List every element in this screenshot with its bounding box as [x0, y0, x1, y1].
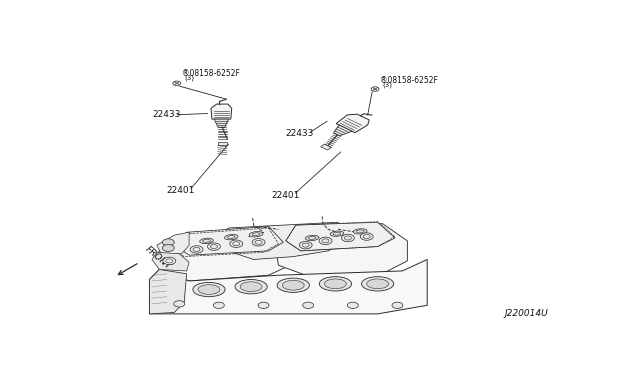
Polygon shape	[150, 269, 187, 314]
Polygon shape	[150, 260, 428, 314]
Circle shape	[163, 257, 176, 264]
Circle shape	[173, 301, 185, 307]
Ellipse shape	[330, 231, 344, 236]
Text: J220014U: J220014U	[505, 309, 548, 318]
Circle shape	[190, 246, 203, 253]
Ellipse shape	[249, 231, 263, 237]
Circle shape	[258, 302, 269, 308]
Text: 22433: 22433	[152, 110, 180, 119]
Ellipse shape	[225, 234, 238, 240]
Polygon shape	[214, 119, 228, 127]
Ellipse shape	[277, 278, 309, 292]
Ellipse shape	[198, 285, 220, 294]
Circle shape	[213, 302, 225, 308]
Ellipse shape	[367, 279, 388, 289]
Ellipse shape	[319, 277, 351, 291]
Circle shape	[360, 233, 373, 240]
Ellipse shape	[353, 229, 367, 234]
Polygon shape	[214, 222, 353, 260]
Circle shape	[163, 239, 174, 246]
Polygon shape	[157, 228, 293, 281]
Text: ®08158-6252F: ®08158-6252F	[182, 69, 239, 78]
Text: 22401: 22401	[167, 186, 195, 195]
Ellipse shape	[305, 235, 319, 241]
Text: FRONT: FRONT	[143, 245, 172, 271]
Ellipse shape	[282, 280, 304, 290]
Text: ®08158-6252F: ®08158-6252F	[380, 76, 438, 85]
Polygon shape	[321, 144, 332, 150]
Ellipse shape	[362, 277, 394, 291]
Text: (3): (3)	[383, 82, 392, 88]
Polygon shape	[286, 222, 395, 251]
Circle shape	[207, 243, 220, 250]
Ellipse shape	[240, 282, 262, 292]
Ellipse shape	[324, 279, 346, 289]
Circle shape	[300, 241, 312, 249]
Circle shape	[341, 234, 355, 242]
Circle shape	[392, 302, 403, 308]
Ellipse shape	[200, 238, 213, 244]
Text: (3): (3)	[184, 75, 194, 81]
Circle shape	[319, 237, 332, 244]
Circle shape	[252, 238, 265, 246]
Polygon shape	[157, 232, 189, 255]
Circle shape	[163, 244, 174, 251]
Text: 22401: 22401	[271, 190, 300, 199]
Polygon shape	[336, 114, 369, 133]
Polygon shape	[152, 252, 189, 271]
Ellipse shape	[235, 279, 268, 294]
Circle shape	[303, 302, 314, 308]
Polygon shape	[174, 227, 284, 255]
Ellipse shape	[193, 282, 225, 297]
Polygon shape	[276, 224, 408, 275]
Polygon shape	[211, 104, 232, 119]
Bar	[218, 142, 227, 145]
Text: 22433: 22433	[286, 129, 314, 138]
Circle shape	[348, 302, 358, 308]
Polygon shape	[333, 125, 352, 136]
Circle shape	[230, 240, 243, 247]
